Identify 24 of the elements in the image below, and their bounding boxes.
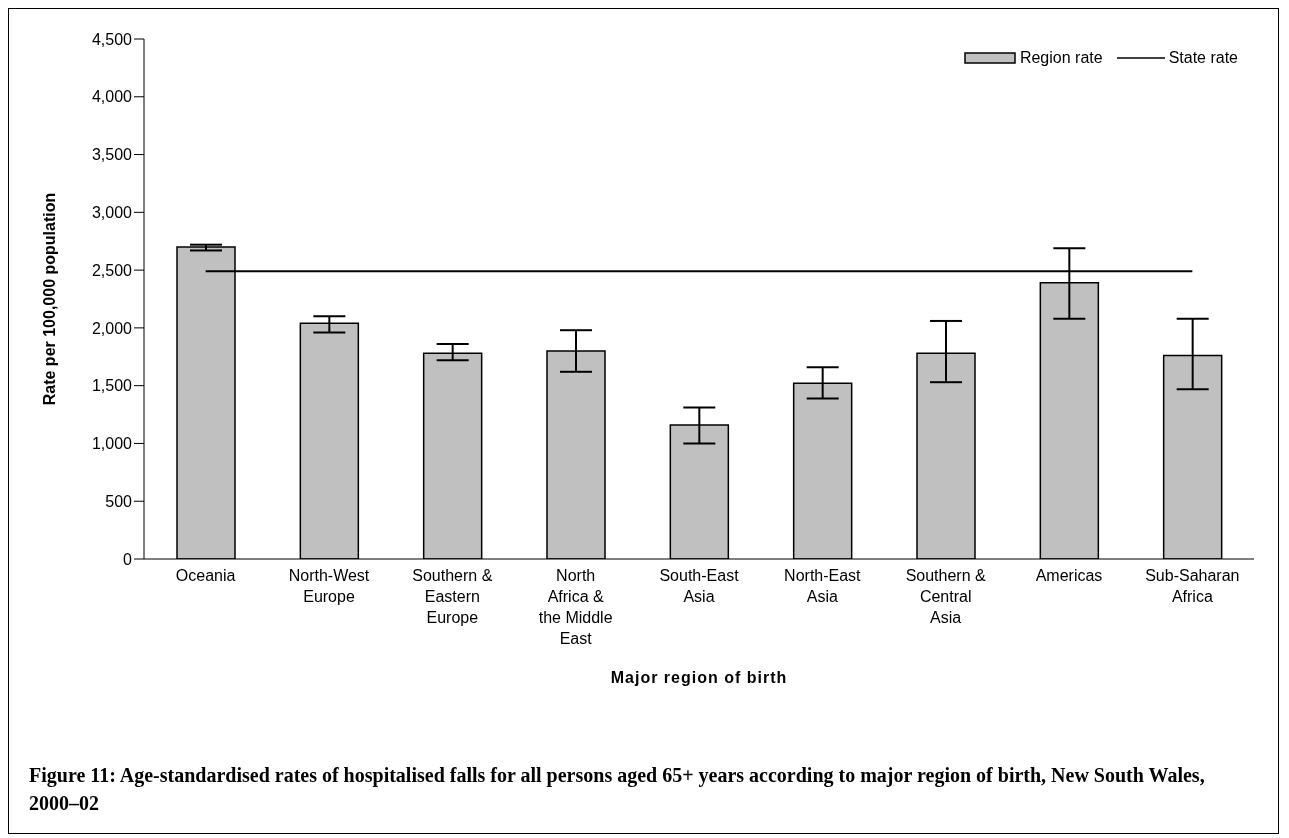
x-tick-label: Southern & Central Asia <box>905 567 987 626</box>
y-tick-label: 3,000 <box>91 204 133 222</box>
x-tick-label: Sub-Saharan Africa <box>1145 567 1240 605</box>
x-tick-label: North-East Asia <box>784 567 862 605</box>
y-tick-label: 3,500 <box>91 146 133 164</box>
y-tick-label: 4,500 <box>91 30 133 48</box>
x-tick-label: South-East Asia <box>659 567 740 605</box>
y-tick-label: 1,500 <box>91 377 133 395</box>
x-tick-label: Oceania <box>175 567 236 584</box>
x-tick-label: North-West Europe <box>288 567 370 605</box>
x-tick-label: Americas <box>1035 567 1103 584</box>
y-tick-label: 2,000 <box>91 319 133 337</box>
y-tick-label: 4,000 <box>91 88 133 106</box>
y-tick-label: 500 <box>105 492 133 510</box>
legend-label: State rate <box>1168 49 1238 67</box>
text: Figure 11: Age-standardised rates of hospitalised falls for all persons aged 65+ years according to major region of birth, New South Wales, 2000–02 <box>29 763 1206 816</box>
x-tick-label: Southern & Eastern Europe <box>412 567 493 626</box>
legend-label: Region rate <box>1019 49 1103 67</box>
y-tick-label: 0 <box>123 550 133 568</box>
y-axis-title: Rate per 100,000 population <box>40 192 58 406</box>
y-tick-label: 2,500 <box>91 261 133 279</box>
x-tick-label: North Africa & the Middle East <box>538 567 613 647</box>
x-axis-title: Major region of birth <box>610 669 788 686</box>
y-tick-label: 1,000 <box>91 435 133 453</box>
